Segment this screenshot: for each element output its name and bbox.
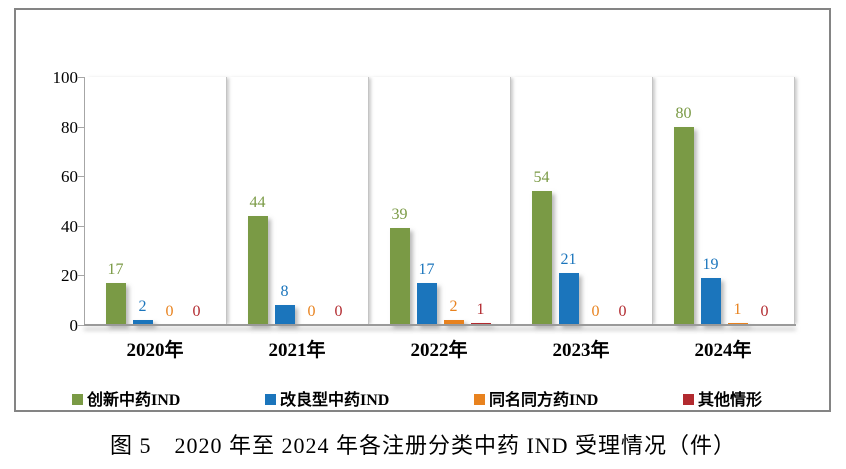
- legend-item: 改良型中药IND: [264, 386, 390, 410]
- category-panel: 39 17 2 1: [369, 77, 511, 325]
- bar: [105, 282, 126, 325]
- bar: [558, 272, 579, 325]
- category-panel: 80 19 1 0: [653, 77, 795, 325]
- bar: [247, 215, 268, 325]
- bar-value-label: 2: [449, 298, 458, 316]
- bar-value-label: 39: [391, 206, 408, 224]
- legend: 创新中药IND 改良型中药IND 同名同方药IND 其他情形: [72, 386, 762, 410]
- y-axis-tick-label: 20: [61, 266, 78, 286]
- y-axis-tick: [78, 325, 84, 326]
- bar: [416, 282, 437, 325]
- y-axis-tick: [78, 77, 84, 78]
- bar-value-label: 0: [192, 303, 201, 320]
- bar-value-label: 0: [334, 303, 343, 320]
- bar-value-label: 8: [280, 283, 289, 301]
- bar: [700, 277, 721, 325]
- bar-value-label: 17: [107, 260, 124, 278]
- x-axis-category-label: 2024年: [694, 340, 752, 361]
- legend-label: 创新中药IND: [87, 392, 181, 409]
- bar-value-label: 54: [533, 169, 550, 187]
- bar-value-label: 1: [733, 300, 742, 318]
- bar-value-label: 0: [591, 303, 600, 320]
- y-axis-tick: [78, 225, 84, 227]
- legend-label: 其他情形: [697, 392, 762, 409]
- bar: [727, 322, 748, 325]
- bar: [389, 228, 410, 325]
- y-axis-tick-label: 100: [52, 68, 79, 87]
- y-axis-tick-label: 0: [69, 316, 79, 335]
- bar-value-label: 2: [138, 298, 147, 316]
- legend-item: 其他情形: [682, 386, 762, 410]
- bar-value-label: 19: [702, 255, 719, 273]
- y-axis-tick-label: 40: [61, 216, 78, 236]
- bar-value-label: 1: [476, 300, 485, 318]
- y-axis-tick-label: 80: [61, 117, 78, 137]
- bar-value-label: 21: [560, 250, 577, 268]
- x-axis-category-label: 2021年: [268, 340, 326, 361]
- plot-area: 17 2 0 0 44 8 0 0 39 17 2 1 54 21 0 0 80 19 1 0: [84, 77, 795, 325]
- legend-swatch-icon: [264, 393, 276, 405]
- legend-item: 同名同方药IND: [473, 386, 599, 410]
- bar-value-label: 0: [165, 303, 174, 320]
- bar-value-label: 80: [675, 104, 692, 122]
- legend-swatch-icon: [473, 393, 485, 405]
- bar: [132, 320, 153, 325]
- chart-frame: [14, 8, 831, 412]
- bar-value-label: 44: [249, 193, 266, 211]
- bar-value-label: 17: [418, 260, 435, 278]
- x-axis-category-label: 2023年: [552, 340, 610, 361]
- y-axis-tick: [78, 126, 84, 128]
- category-panel: 54 21 0 0: [511, 77, 653, 325]
- y-axis-tick: [78, 275, 84, 277]
- legend-swatch-icon: [72, 393, 83, 405]
- bar: [470, 322, 491, 325]
- category-panel: 44 8 0 0: [227, 77, 369, 325]
- bar-value-label: 0: [307, 303, 316, 320]
- bar: [531, 191, 552, 325]
- legend-swatch-icon: [682, 393, 694, 405]
- legend-label: 同名同方药IND: [488, 392, 599, 409]
- x-axis-category-label: 2022年: [410, 340, 468, 361]
- legend-item: 创新中药IND: [72, 386, 180, 410]
- x-axis-category-label: 2020年: [126, 340, 184, 361]
- y-axis-tick: [78, 176, 84, 178]
- bar: [673, 126, 694, 325]
- category-panel: 17 2 0 0: [85, 77, 227, 325]
- bar-value-label: 0: [618, 303, 627, 320]
- bar: [274, 305, 295, 325]
- bar: [443, 320, 464, 325]
- legend-label: 改良型中药IND: [279, 392, 390, 409]
- y-axis-tick-label: 60: [61, 167, 78, 187]
- x-axis-baseline: [84, 324, 796, 326]
- bar-value-label: 0: [760, 303, 769, 320]
- figure-caption: 图 5 2020 年至 2024 年各注册分类中药 IND 受理情况（件）: [109, 433, 737, 458]
